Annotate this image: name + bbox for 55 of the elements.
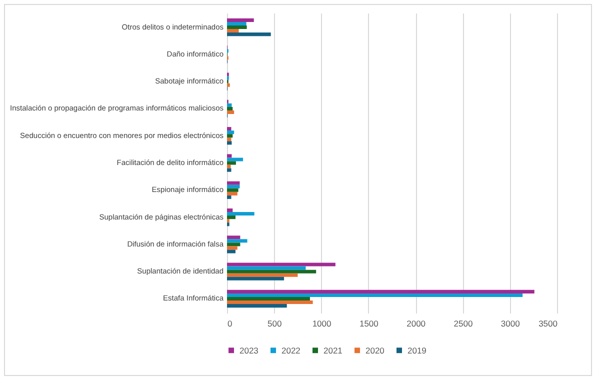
- bar: [227, 293, 523, 297]
- bar: [227, 141, 232, 145]
- legend-label: 2020: [366, 345, 385, 356]
- bar: [227, 32, 271, 36]
- x-tick-label: 500: [268, 318, 282, 328]
- bar: [227, 276, 284, 280]
- bar: [227, 83, 230, 87]
- bar: [227, 188, 238, 192]
- bar: [227, 106, 233, 110]
- bar: [227, 130, 234, 134]
- bar: [227, 164, 231, 168]
- bar: [227, 300, 313, 304]
- bar: [227, 250, 236, 254]
- x-tick-label: 1500: [359, 318, 379, 328]
- bar: [227, 18, 254, 22]
- x-tick-label: 2000: [406, 318, 426, 328]
- bar: [227, 181, 240, 185]
- bar: [227, 304, 287, 308]
- bar: [227, 273, 298, 277]
- bar: [227, 161, 236, 165]
- x-tick-label: 1000: [312, 318, 332, 328]
- bar: [227, 262, 336, 266]
- bar: [227, 266, 306, 270]
- bar: [227, 290, 534, 294]
- x-tick-label: 3000: [500, 318, 520, 328]
- bar: [227, 29, 239, 33]
- bar: [227, 236, 240, 240]
- bar: [227, 184, 240, 188]
- bar: [227, 192, 238, 196]
- bar: [227, 242, 240, 246]
- legend-label: 2021: [324, 345, 343, 356]
- bar: [227, 216, 236, 220]
- bar: [227, 296, 310, 301]
- bar: [227, 246, 238, 250]
- x-tick-label: 3500: [538, 318, 558, 328]
- bar: [227, 154, 232, 158]
- legend-label: 2022: [282, 345, 301, 356]
- bar: [227, 270, 316, 274]
- bar: [227, 212, 254, 216]
- legend-label: 2023: [240, 345, 259, 356]
- bar: [227, 134, 233, 138]
- bar: [227, 168, 232, 172]
- bar: [227, 110, 234, 114]
- x-tick-label: 2500: [454, 318, 473, 328]
- legend-label: 2019: [408, 345, 427, 356]
- bar: [227, 208, 233, 212]
- bar: [227, 127, 232, 131]
- bar: [227, 195, 232, 199]
- bar: [227, 239, 248, 243]
- bar: [227, 25, 247, 30]
- bar: [227, 22, 246, 26]
- x-tick-label: 0: [228, 318, 232, 328]
- bar: [227, 158, 244, 162]
- bar: [227, 138, 232, 142]
- bar: [227, 103, 232, 107]
